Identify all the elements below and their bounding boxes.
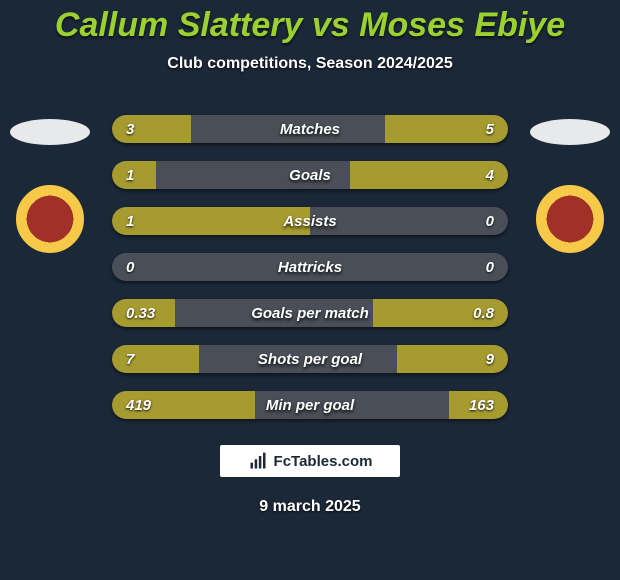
source-logo: FcTables.com bbox=[220, 445, 400, 477]
player-left-photo-placeholder bbox=[10, 119, 90, 145]
chart-area: 35Matches 14Goals 10Assists 00Hattricks 0.33… bbox=[0, 115, 620, 435]
comparison-bars: 35Matches 14Goals 10Assists 00Hattricks 0.33… bbox=[112, 115, 508, 437]
metric-label: Shots per goal bbox=[112, 345, 508, 373]
comparison-row: 10Assists bbox=[112, 207, 508, 235]
metric-label: Assists bbox=[112, 207, 508, 235]
player-right-photo-placeholder bbox=[530, 119, 610, 145]
comparison-row: 00Hattricks bbox=[112, 253, 508, 281]
metric-label: Min per goal bbox=[112, 391, 508, 419]
comparison-infographic: Callum Slattery vs Moses Ebiye Club comp… bbox=[0, 0, 620, 580]
date-label: 9 march 2025 bbox=[0, 498, 620, 516]
page-subtitle: Club competitions, Season 2024/2025 bbox=[0, 55, 620, 73]
metric-label: Goals per match bbox=[112, 299, 508, 327]
metric-label: Hattricks bbox=[112, 253, 508, 281]
metric-label: Goals bbox=[112, 161, 508, 189]
bars-icon bbox=[248, 451, 268, 471]
metric-label: Matches bbox=[112, 115, 508, 143]
page-title: Callum Slattery vs Moses Ebiye bbox=[0, 0, 620, 45]
player-left-col bbox=[0, 115, 100, 275]
comparison-row: 79Shots per goal bbox=[112, 345, 508, 373]
comparison-row: 419163Min per goal bbox=[112, 391, 508, 419]
source-logo-text: FcTables.com bbox=[274, 453, 373, 470]
comparison-row: 35Matches bbox=[112, 115, 508, 143]
player-right-col bbox=[520, 115, 620, 275]
player-left-crest-icon bbox=[16, 185, 84, 253]
comparison-row: 0.330.8Goals per match bbox=[112, 299, 508, 327]
player-right-crest-icon bbox=[536, 185, 604, 253]
comparison-row: 14Goals bbox=[112, 161, 508, 189]
